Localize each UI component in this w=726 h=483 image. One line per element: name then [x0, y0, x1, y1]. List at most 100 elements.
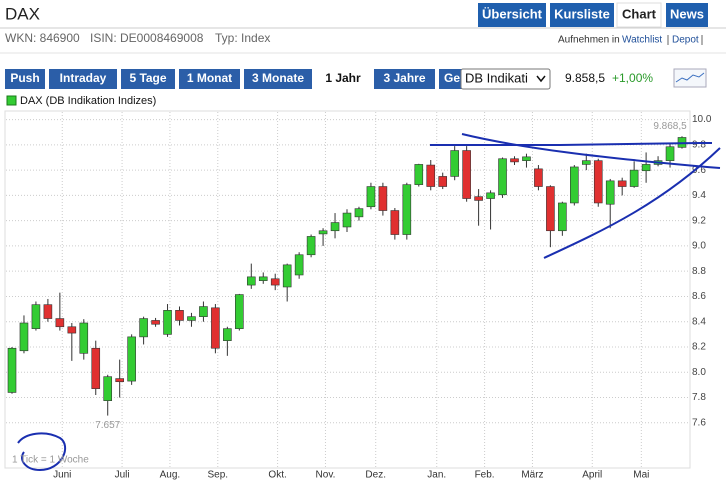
depot-link[interactable]: Depot: [672, 35, 699, 46]
candle-body: [91, 347, 101, 389]
y-tick-label: 8.2: [692, 342, 706, 353]
x-tick-label: Feb.: [475, 470, 495, 481]
candle-body: [342, 212, 352, 228]
watchlist-prefix: Aufnehmen in: [558, 35, 620, 46]
tab-label[interactable]: Kursliste: [554, 6, 610, 21]
candle-body: [246, 276, 256, 286]
candle-body: [258, 276, 268, 281]
tab-label[interactable]: News: [670, 6, 704, 21]
candle-body: [486, 192, 495, 199]
candle-body: [31, 304, 41, 329]
trend-line: [543, 147, 721, 259]
range-label[interactable]: 3 Jahre: [383, 71, 425, 85]
y-tick-label: 8.6: [692, 291, 706, 302]
candle-body: [617, 180, 627, 187]
candle-body: [282, 264, 292, 288]
range-label[interactable]: 3 Monate: [252, 71, 304, 85]
tab[interactable]: [478, 3, 546, 27]
candle-body: [510, 158, 519, 163]
trend-line: [461, 133, 721, 169]
candle-body: [7, 347, 17, 393]
candle-body: [581, 160, 591, 165]
sparkline-path: [675, 72, 705, 83]
range-button[interactable]: [49, 69, 117, 89]
candle-body: [199, 306, 208, 317]
x-tick-label: Dez.: [365, 470, 386, 481]
exchange-select[interactable]: [460, 68, 551, 90]
range-button[interactable]: [374, 69, 435, 89]
candle-body: [103, 376, 113, 401]
x-tick-label: April: [582, 470, 602, 481]
x-tick-label: Sep.: [207, 470, 228, 481]
page-title: DAX: [5, 4, 40, 23]
candle-body: [354, 208, 364, 218]
y-tick-label: 8.0: [692, 367, 706, 378]
candle-body: [570, 166, 579, 204]
legend-label: DAX (DB Indikation Indizes): [20, 95, 156, 107]
tab[interactable]: [666, 3, 708, 27]
range-button[interactable]: [244, 69, 312, 89]
candle-body: [474, 196, 483, 201]
y-tick-label: 7.8: [692, 392, 706, 403]
y-tick-label: 7.6: [692, 417, 706, 428]
hand-circle: [17, 432, 67, 472]
tab-active[interactable]: [616, 2, 662, 28]
plot-frame: [4, 110, 691, 469]
range-button[interactable]: [179, 69, 240, 89]
price: 9.858,5: [565, 71, 605, 85]
candle-body: [462, 150, 471, 199]
exchange-label[interactable]: DB Indikati: [465, 70, 528, 85]
range-label[interactable]: 5 Tage: [129, 71, 166, 85]
candle-body: [426, 164, 436, 187]
y-tick-label: 9.2: [692, 215, 706, 226]
candle-body: [546, 186, 555, 232]
candle-body: [187, 316, 196, 321]
candle-body: [67, 326, 77, 334]
x-tick-label: Mai: [633, 470, 649, 481]
x-tick-label: März: [521, 470, 543, 481]
range-button[interactable]: [121, 69, 175, 89]
candle-body: [414, 164, 424, 185]
y-tick-label: 10.0: [692, 114, 712, 125]
candle-body: [223, 328, 232, 341]
candle-body: [378, 186, 388, 211]
range-button[interactable]: [316, 69, 370, 89]
y-tick-label: 9.6: [692, 165, 706, 176]
candle-body: [605, 180, 615, 205]
trend-line: [430, 142, 712, 146]
candle-body: [270, 278, 280, 286]
candle-body: [211, 307, 220, 349]
x-tick-label: Juni: [53, 470, 71, 481]
tab[interactable]: [550, 3, 614, 27]
candle-body: [19, 322, 29, 352]
annotation: 7.657: [95, 420, 120, 431]
candle-body: [79, 322, 89, 354]
candle-body: [235, 294, 244, 329]
range-label[interactable]: 1 Monat: [187, 71, 232, 85]
candle-body: [390, 210, 400, 235]
candle-body: [522, 156, 531, 161]
candle-body: [294, 254, 304, 276]
tab-label[interactable]: Übersicht: [482, 6, 543, 21]
candle-body: [402, 184, 412, 235]
range-button[interactable]: [5, 69, 45, 89]
y-tick-label: 9.4: [692, 190, 706, 201]
x-tick-label: Jan.: [427, 470, 446, 481]
watchlist-link[interactable]: Watchlist: [622, 35, 662, 46]
range-label[interactable]: Intraday: [60, 71, 107, 85]
candle-body: [438, 176, 448, 187]
isin: ISIN: DE0008469008: [90, 31, 204, 45]
range-label[interactable]: Push: [10, 71, 39, 85]
y-tick-label: 9.0: [692, 241, 706, 252]
candle-body: [558, 202, 567, 232]
typ: Typ: Index: [215, 31, 270, 45]
candle-body: [318, 230, 328, 235]
x-tick-label: Juli: [115, 470, 130, 481]
wkn: WKN: 846900: [5, 31, 80, 45]
candle-body: [43, 304, 53, 319]
candle-body: [534, 168, 543, 187]
range-label[interactable]: 1 Jahr: [325, 71, 361, 85]
candle-body: [665, 146, 675, 161]
tab-label[interactable]: Chart: [622, 6, 657, 21]
candle-body: [139, 318, 148, 338]
